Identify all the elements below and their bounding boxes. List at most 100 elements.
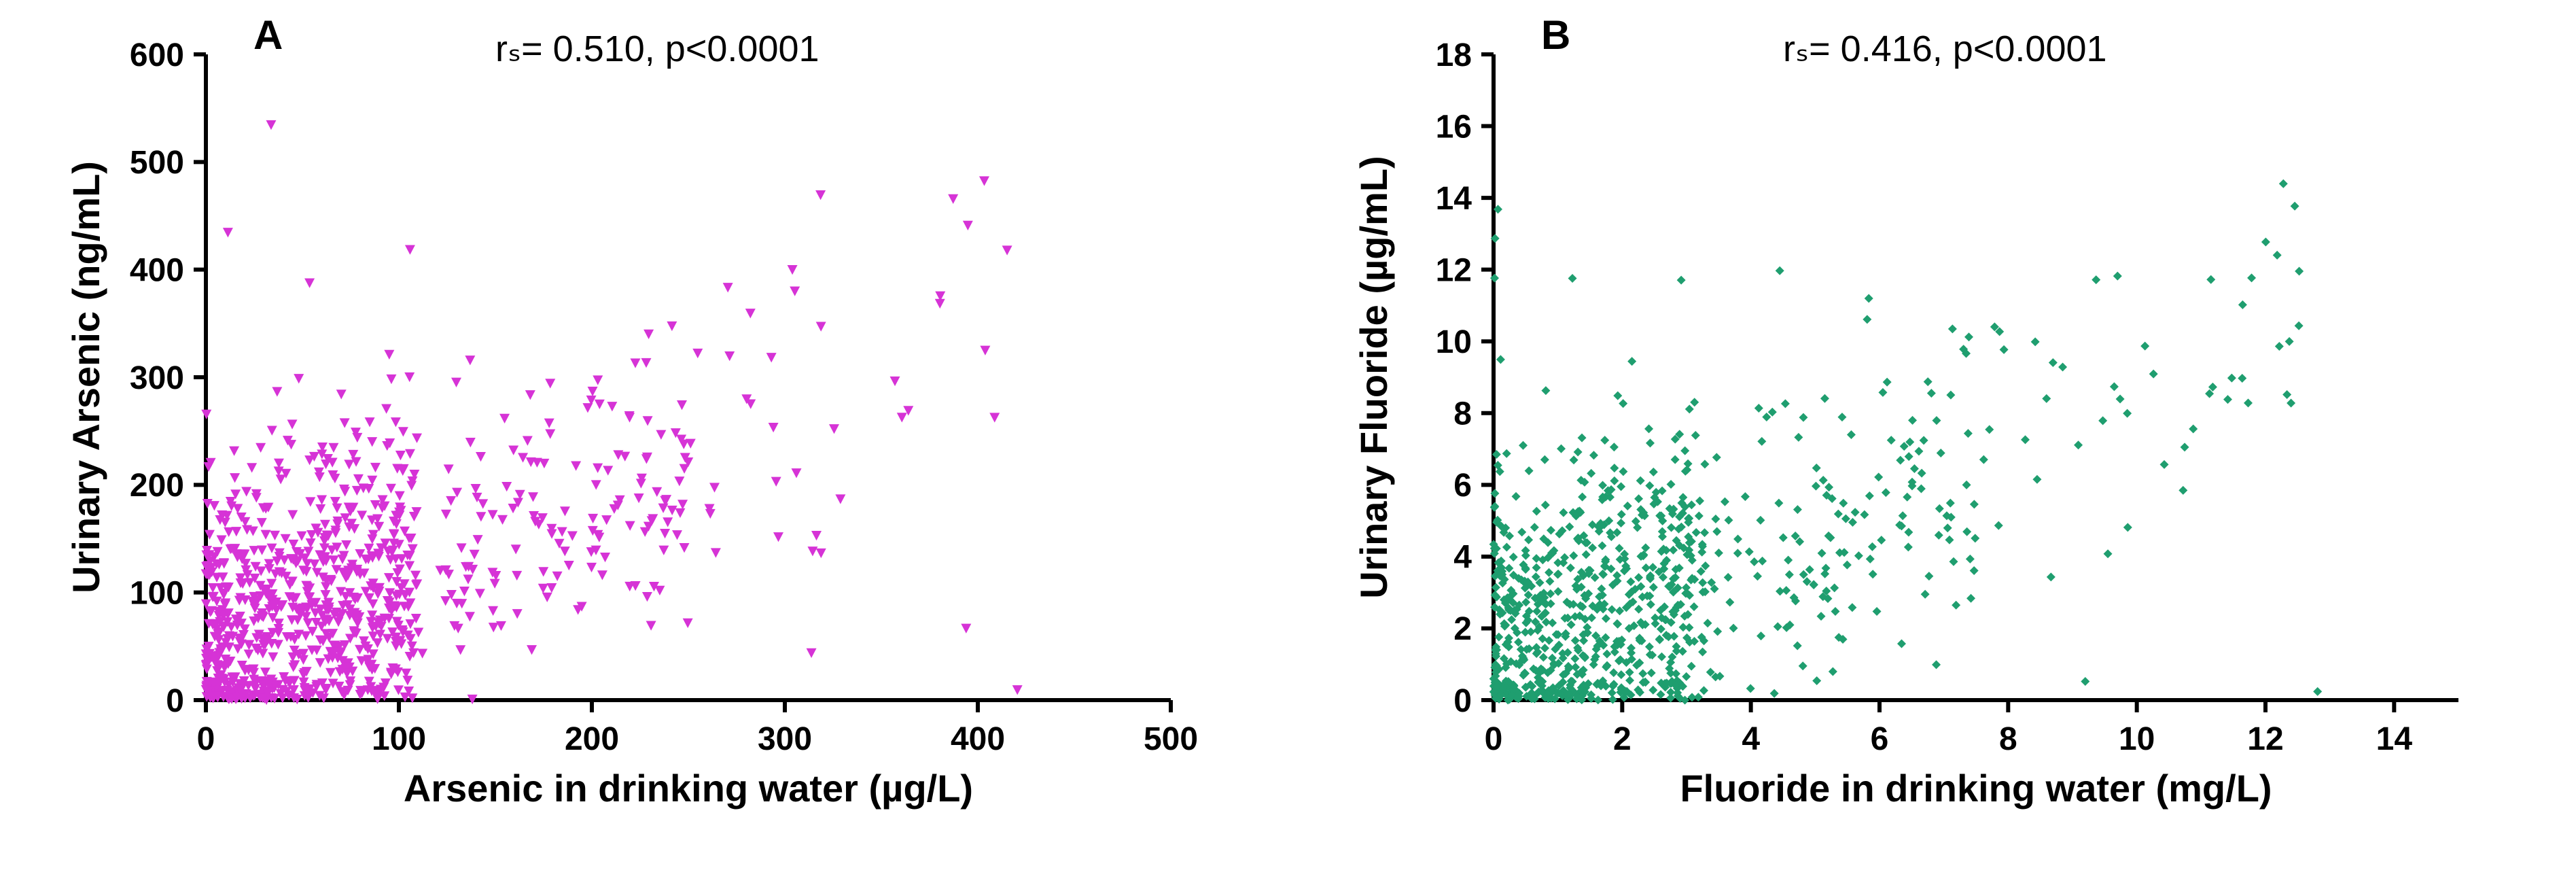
data-point — [603, 466, 613, 475]
data-point — [1838, 413, 1847, 421]
ytick-label: 6 — [1454, 468, 1472, 504]
data-point — [456, 543, 466, 553]
data-point — [1495, 633, 1504, 642]
data-point — [267, 426, 277, 436]
data-point — [1524, 536, 1533, 544]
xtick-label: 0 — [196, 721, 215, 757]
data-point — [1657, 625, 1665, 634]
data-point — [499, 414, 510, 423]
data-point — [1700, 528, 1709, 537]
data-point — [552, 572, 562, 581]
data-point — [675, 508, 685, 518]
data-point — [1729, 624, 1738, 633]
data-point — [2313, 687, 2322, 696]
data-point — [1532, 507, 1541, 516]
data-point — [413, 627, 423, 637]
data-point — [1647, 668, 1656, 677]
data-point — [255, 443, 266, 453]
data-point — [1935, 531, 1943, 540]
data-point — [1784, 556, 1793, 565]
data-point — [588, 514, 598, 523]
data-point — [1724, 573, 1733, 582]
ytick-label: 0 — [1454, 683, 1472, 719]
data-point — [1698, 578, 1707, 587]
xtick-label: 6 — [1871, 721, 1889, 757]
data-point — [1758, 437, 1767, 446]
data-point — [1613, 619, 1622, 628]
data-point — [1994, 521, 2003, 530]
panel-label: B — [1541, 12, 1570, 58]
data-point — [963, 221, 973, 230]
data-point — [523, 436, 533, 445]
data-point — [1745, 547, 1754, 556]
data-point — [1770, 689, 1779, 698]
data-point — [1603, 650, 1612, 659]
x-axis-label: Arsenic in drinking water (µg/L) — [404, 767, 973, 810]
data-point — [1701, 459, 1710, 468]
data-point — [287, 510, 298, 520]
data-point — [306, 530, 317, 540]
data-point — [1830, 583, 1839, 592]
data-point — [1612, 571, 1621, 580]
data-point — [1873, 607, 1882, 616]
data-point — [1866, 555, 1875, 563]
data-point — [367, 437, 377, 447]
correlation-annotation: rₛ= 0.416, p<0.0001 — [1783, 29, 2107, 69]
data-point — [525, 390, 535, 400]
data-point — [835, 494, 845, 504]
data-point — [1820, 394, 1829, 403]
data-point — [1547, 526, 1555, 535]
data-point — [1554, 570, 1563, 578]
data-point — [1793, 641, 1802, 650]
data-point — [1530, 523, 1539, 532]
data-point — [302, 619, 313, 628]
data-point — [1947, 391, 1956, 400]
data-point — [1758, 557, 1767, 566]
data-point — [2092, 275, 2100, 284]
data-point — [1649, 686, 1658, 695]
data-point — [564, 561, 574, 570]
data-point — [489, 579, 499, 589]
data-point — [1644, 424, 1653, 433]
data-point — [1865, 491, 1874, 500]
data-point — [1933, 416, 1941, 425]
data-point — [587, 387, 597, 396]
data-point — [829, 424, 839, 434]
data-point — [451, 378, 461, 387]
data-point — [643, 330, 654, 339]
data-point — [1757, 516, 1765, 525]
data-point — [241, 487, 251, 496]
data-point — [370, 463, 381, 472]
ytick-label: 100 — [130, 575, 184, 611]
data-point — [1812, 464, 1821, 472]
data-point — [1847, 430, 1856, 439]
data-point — [2261, 237, 2270, 246]
data-point — [897, 413, 907, 422]
data-point — [1819, 476, 1828, 485]
data-point — [1935, 504, 1944, 513]
data-point — [1851, 508, 1860, 517]
data-point — [1678, 647, 1687, 656]
data-point — [2033, 475, 2042, 484]
data-point — [2238, 374, 2247, 383]
data-point — [1625, 668, 1634, 677]
data-point — [476, 452, 486, 462]
data-point — [660, 529, 670, 538]
data-point — [247, 463, 257, 472]
data-point — [404, 561, 414, 571]
data-point — [395, 451, 406, 460]
xtick-label: 0 — [1485, 721, 1503, 757]
data-point — [389, 529, 399, 538]
data-point — [1817, 612, 1826, 621]
data-point — [677, 400, 687, 410]
data-point — [394, 491, 404, 501]
data-point — [1642, 543, 1651, 552]
data-point — [1860, 510, 1869, 519]
data-point — [1966, 594, 1975, 603]
data-point — [266, 120, 276, 130]
data-point — [1818, 549, 1827, 557]
data-point — [391, 417, 401, 427]
data-point — [1571, 655, 1580, 663]
data-point — [372, 638, 383, 648]
data-point — [545, 429, 555, 438]
